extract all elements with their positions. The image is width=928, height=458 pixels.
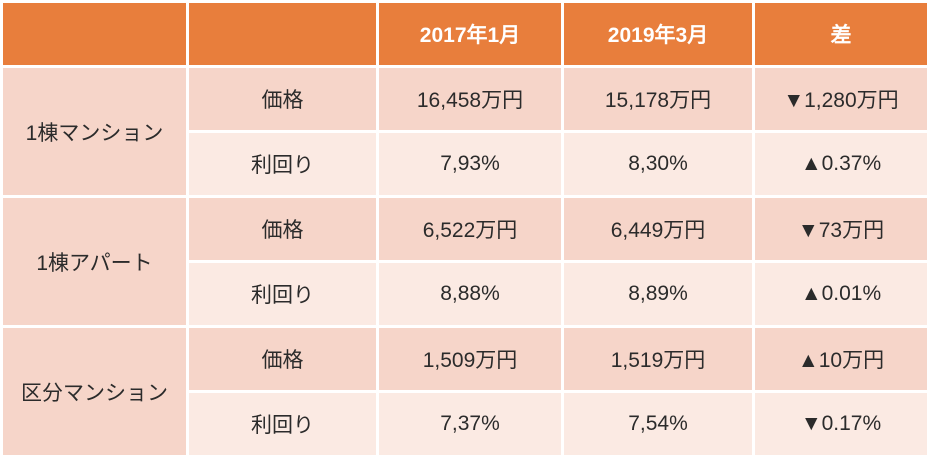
diff-cell: ▲0.37% bbox=[755, 133, 927, 195]
metric-cell: 利回り bbox=[189, 133, 376, 195]
group-label-cell: 区分マンション bbox=[3, 328, 186, 455]
diff-cell: ▼1,280万円 bbox=[755, 68, 927, 130]
value-2017-cell: 8,88% bbox=[379, 263, 561, 325]
header-empty-1 bbox=[3, 3, 186, 65]
value-2017-cell: 7,93% bbox=[379, 133, 561, 195]
value-2019-cell: 6,449万円 bbox=[564, 198, 752, 260]
diff-cell: ▲0.01% bbox=[755, 263, 927, 325]
table-row: 区分マンション 価格 1,509万円 1,519万円 ▲10万円 bbox=[3, 328, 927, 455]
diff-cell: ▼73万円 bbox=[755, 198, 927, 260]
metric-cell: 価格 bbox=[189, 68, 376, 130]
table-row: 利回り 7,93% 8,30% ▲0.37% bbox=[3, 133, 927, 195]
table-row: 利回り 8,88% 8,89% ▲0.01% bbox=[3, 263, 927, 325]
value-2019-cell: 15,178万円 bbox=[564, 68, 752, 130]
value-2017-cell: 6,522万円 bbox=[379, 198, 561, 260]
header-2019: 2019年3月 bbox=[564, 3, 752, 65]
diff-cell: ▼0.17% bbox=[755, 393, 927, 455]
value-2019-cell: 8,89% bbox=[564, 263, 752, 325]
metric-cell: 価格 bbox=[189, 328, 376, 390]
header-diff: 差 bbox=[755, 3, 927, 65]
table-row: 1棟アパート 価格 6,522万円 6,449万円 ▼73万円 bbox=[3, 198, 927, 325]
header-empty-2 bbox=[189, 3, 376, 65]
value-2019-cell: 1,519万円 bbox=[564, 328, 752, 390]
metric-cell: 利回り bbox=[189, 393, 376, 455]
table-row: 利回り 7,37% 7,54% ▼0.17% bbox=[3, 393, 927, 455]
metric-cell: 利回り bbox=[189, 263, 376, 325]
value-2019-cell: 7,54% bbox=[564, 393, 752, 455]
group-label-cell: 1棟アパート bbox=[3, 198, 186, 325]
metric-cell: 価格 bbox=[189, 198, 376, 260]
value-2017-cell: 16,458万円 bbox=[379, 68, 561, 130]
group-label-cell: 1棟マンション bbox=[3, 68, 186, 195]
value-2017-cell: 1,509万円 bbox=[379, 328, 561, 390]
header-2017: 2017年1月 bbox=[379, 3, 561, 65]
table-header-row: 2017年1月 2019年3月 差 bbox=[3, 3, 927, 65]
diff-cell: ▲10万円 bbox=[755, 328, 927, 390]
value-2017-cell: 7,37% bbox=[379, 393, 561, 455]
table-row: 1棟マンション 価格 16,458万円 15,178万円 ▼1,280万円 bbox=[3, 68, 927, 195]
value-2019-cell: 8,30% bbox=[564, 133, 752, 195]
